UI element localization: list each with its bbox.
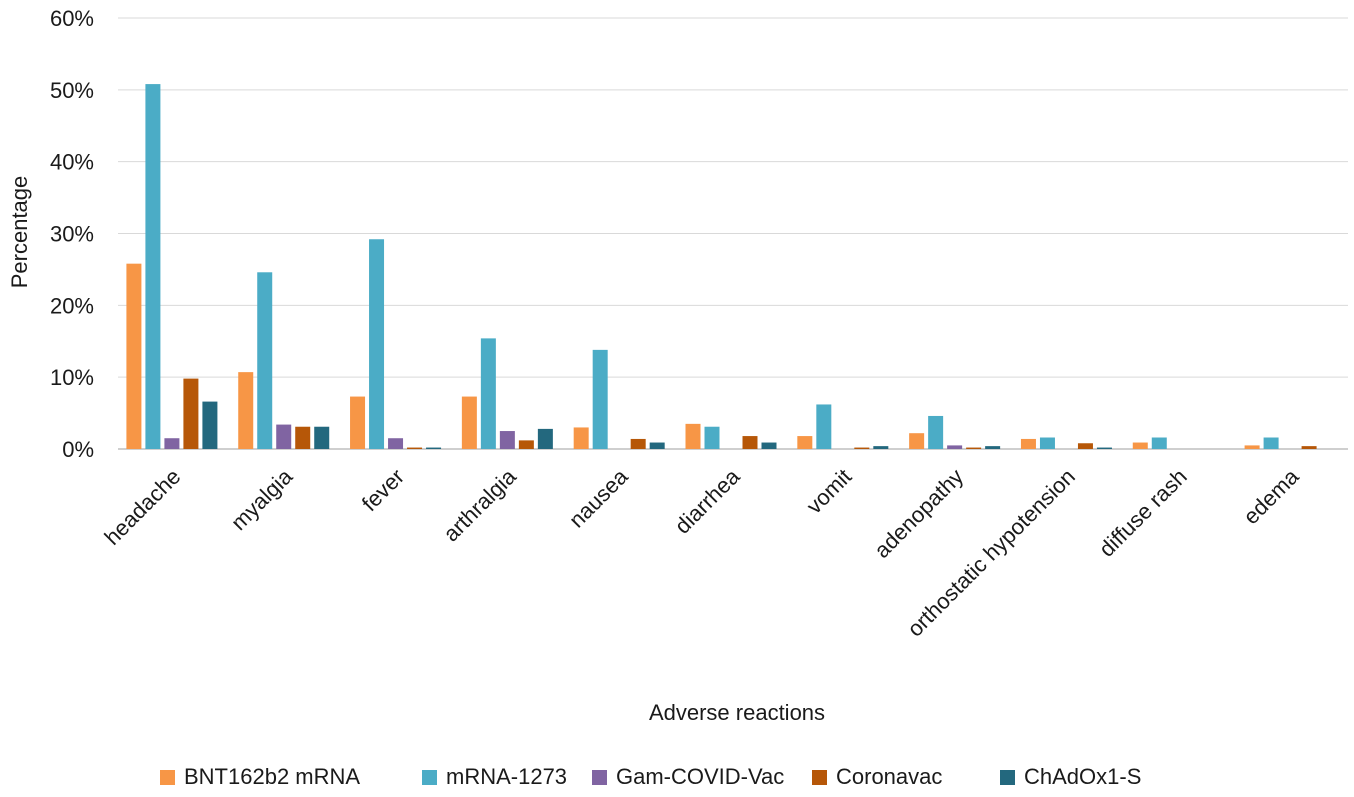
y-tick-label: 60% (50, 6, 94, 31)
bar (164, 438, 180, 449)
bar (1263, 437, 1279, 449)
bar (685, 423, 701, 449)
bar-group-headache (126, 84, 218, 449)
bar (350, 396, 366, 449)
x-tick-label: edema (1238, 463, 1304, 529)
bar (238, 372, 254, 449)
bar (1132, 442, 1148, 449)
bar (183, 378, 199, 449)
bar (1151, 437, 1167, 449)
x-tick-label: nausea (564, 463, 633, 532)
x-tick-label: diffuse rash (1094, 464, 1192, 562)
bar (630, 438, 646, 449)
bar-group-myalgia (238, 272, 330, 449)
bar (295, 426, 311, 449)
bar (966, 447, 982, 449)
bar (1301, 446, 1317, 449)
x-axis-title: Adverse reactions (649, 700, 825, 725)
bar (461, 396, 477, 449)
bars (126, 84, 1317, 449)
x-tick-label: myalgia (226, 463, 298, 535)
y-tick-label: 10% (50, 365, 94, 390)
bar (592, 349, 608, 449)
bar (126, 263, 142, 449)
legend-label: mRNA-1273 (446, 764, 567, 789)
bar (854, 447, 870, 449)
bar (985, 446, 1001, 449)
bar (1039, 437, 1055, 449)
bar (649, 442, 665, 449)
bar (257, 272, 273, 449)
legend-swatch (422, 770, 437, 785)
x-axis-ticks: headache myalgia fever arthralgia nausea diar… (99, 463, 1304, 641)
bar-group-diffuse-rash (1132, 437, 1167, 449)
bar (909, 433, 925, 449)
bar (761, 442, 777, 449)
y-axis-ticks: 0% 10% 20% 30% 40% 50% 60% (50, 6, 94, 462)
bar (816, 404, 832, 449)
legend-item: Coronavac (812, 764, 942, 789)
x-tick-label: adenopathy (869, 464, 968, 563)
legend-item: mRNA-1273 (422, 764, 567, 789)
bar (1077, 443, 1093, 449)
bar (947, 445, 963, 449)
legend-label: ChAdOx1-S (1024, 764, 1141, 789)
x-tick-label: diarrhea (670, 463, 745, 538)
bar (407, 447, 423, 449)
legend-item: ChAdOx1-S (1000, 764, 1141, 789)
y-tick-label: 0% (62, 437, 94, 462)
bar-group-edema (1244, 437, 1317, 449)
legend-label: Coronavac (836, 764, 942, 789)
x-tick-label: headache (99, 464, 185, 550)
legend-label: Gam-COVID-Vac (616, 764, 784, 789)
bar (797, 436, 813, 449)
bar (369, 239, 385, 449)
legend-swatch (812, 770, 827, 785)
bar (704, 426, 720, 449)
bar-group-fever (350, 239, 442, 449)
y-tick-label: 20% (50, 293, 94, 318)
bar (518, 440, 534, 449)
y-axis-title: Percentage (7, 176, 32, 289)
legend: BNT162b2 mRNA mRNA-1273 Gam-COVID-Vac Coron… (160, 764, 1141, 789)
y-tick-label: 40% (50, 150, 94, 175)
bar (928, 415, 944, 449)
bar-group-adenopathy (909, 415, 1001, 449)
bar (537, 428, 553, 449)
bar (145, 84, 161, 449)
bar (276, 424, 292, 449)
bar (1096, 447, 1112, 449)
bar-group-arthralgia (461, 338, 553, 449)
bar (314, 426, 330, 449)
x-tick-label: arthralgia (438, 463, 521, 546)
bar (202, 401, 218, 449)
bar (1244, 445, 1260, 449)
bar (873, 446, 889, 449)
legend-swatch (1000, 770, 1015, 785)
bar (480, 338, 496, 449)
legend-item: BNT162b2 mRNA (160, 764, 360, 789)
legend-item: Gam-COVID-Vac (592, 764, 784, 789)
legend-swatch (592, 770, 607, 785)
bar-group-nausea (573, 349, 665, 449)
bar (1020, 438, 1036, 449)
bar-group-diarrhea (685, 423, 777, 449)
y-tick-label: 50% (50, 78, 94, 103)
bar (426, 447, 442, 449)
legend-swatch (160, 770, 175, 785)
bar (573, 427, 589, 449)
bar (388, 438, 404, 449)
bar (499, 431, 515, 449)
x-tick-label: vomit (802, 464, 857, 519)
bar (742, 436, 758, 449)
bar-group-vomit (797, 404, 889, 449)
legend-label: BNT162b2 mRNA (184, 764, 360, 789)
bar-group-orthostatic-hypotension (1020, 437, 1112, 449)
y-tick-label: 30% (50, 222, 94, 247)
x-tick-label: fever (357, 464, 409, 516)
gridlines (118, 17, 1348, 450)
